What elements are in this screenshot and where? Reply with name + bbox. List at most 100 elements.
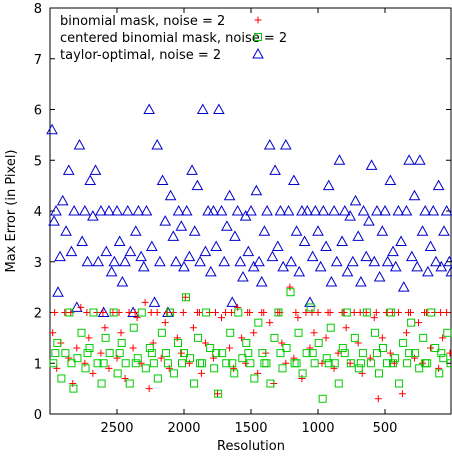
data-point-triangle: [151, 138, 164, 150]
data-point-triangle: [445, 265, 452, 277]
data-point-plus: [101, 324, 109, 332]
data-point-square: [113, 369, 122, 378]
data-point-plus: [189, 324, 197, 332]
data-point-triangle: [432, 179, 445, 191]
data-point-square: [378, 344, 387, 353]
data-point-plus: [209, 354, 217, 362]
data-point-triangle: [46, 123, 58, 135]
data-point-plus: [324, 309, 332, 316]
data-point-square: [298, 369, 307, 378]
data-point-square: [242, 338, 251, 347]
x-axis-title: Resolution: [217, 439, 285, 454]
data-point-plus: [228, 309, 236, 316]
data-point-triangle: [100, 245, 113, 257]
data-point-plus: [161, 319, 169, 327]
data-point-plus: [443, 309, 451, 316]
data-point-square: [266, 379, 275, 388]
data-point-triangle: [84, 174, 97, 186]
data-point-square: [65, 308, 74, 317]
data-point-square: [169, 369, 178, 378]
data-point-triangle: [438, 225, 450, 236]
data-point-square: [354, 364, 363, 373]
data-point-triangle: [62, 164, 75, 175]
data-point-triangle: [413, 154, 426, 165]
data-point-triangle: [296, 204, 308, 216]
data-point-plus: [69, 380, 77, 388]
data-point-plus: [398, 390, 406, 398]
data-point-plus: [230, 364, 238, 372]
data-point-square: [202, 308, 211, 317]
data-point-triangle: [400, 204, 413, 216]
data-point-triangle: [178, 260, 190, 272]
data-point-triangle: [317, 204, 330, 216]
data-point-square: [399, 338, 408, 347]
data-point-triangle: [188, 225, 201, 236]
axes: 0 1 2 3 4 5 6 7 8 2500 2000 1500 1000 500: [34, 2, 452, 436]
data-point-triangle: [381, 255, 394, 267]
legend-label-taylor-optimal: taylor-optimal, noise = 2: [60, 48, 221, 63]
data-point-triangle: [202, 204, 214, 216]
data-point-triangle: [424, 240, 437, 252]
data-point-square: [137, 308, 146, 317]
data-point-triangle: [349, 194, 362, 206]
data-point-triangle: [242, 245, 255, 257]
data-point-square: [250, 374, 259, 383]
data-marks: [46, 103, 452, 403]
data-point-triangle: [73, 138, 86, 150]
data-point-plus: [374, 395, 382, 403]
data-point-square: [350, 333, 359, 342]
data-point-square: [334, 379, 343, 388]
data-point-square: [157, 328, 166, 337]
data-point-plus: [260, 309, 268, 316]
data-point-plus: [147, 309, 155, 316]
data-point-plus: [97, 349, 105, 357]
data-point-square: [121, 359, 130, 368]
data-point-triangle: [135, 250, 147, 262]
data-point-plus: [302, 309, 310, 316]
data-point-triangle: [263, 138, 276, 150]
data-point-triangle: [164, 189, 177, 201]
data-point-plus: [314, 309, 322, 316]
data-point-square: [115, 349, 124, 358]
data-point-square: [234, 308, 243, 317]
data-point-triangle: [207, 204, 220, 216]
legend-label-centered-binomial: centered binomial mask, noise = 2: [60, 31, 287, 46]
data-point-triangle: [408, 189, 421, 201]
data-point-square: [238, 354, 247, 363]
data-point-triangle: [199, 245, 212, 257]
data-point-plus: [342, 324, 350, 332]
data-point-square: [258, 349, 267, 358]
y-axis-title: Max Error (in Pixel): [4, 149, 19, 272]
data-point-plus: [121, 374, 129, 382]
data-point-square: [165, 308, 174, 317]
data-point-square: [314, 338, 323, 347]
data-point-triangle: [89, 164, 102, 175]
data-point-plus: [250, 329, 258, 337]
data-point-triangle: [405, 250, 418, 262]
data-point-plus: [318, 359, 326, 367]
data-point-square: [372, 349, 381, 358]
data-point-square: [77, 328, 86, 337]
data-point-plus: [201, 339, 209, 347]
data-point-plus: [292, 309, 300, 316]
data-point-triangle: [121, 204, 134, 216]
data-point-square: [212, 349, 221, 358]
data-point-plus: [266, 319, 274, 327]
data-point-plus: [278, 339, 286, 347]
data-point-square: [194, 333, 203, 342]
data-point-triangle: [48, 215, 60, 226]
data-point-plus: [370, 314, 378, 322]
data-point-triangle: [411, 260, 424, 272]
data-point-triangle: [282, 204, 295, 216]
data-point-square: [260, 359, 269, 368]
data-point-plus: [83, 309, 91, 316]
data-point-square: [342, 308, 351, 317]
data-point-plus: [145, 385, 153, 393]
data-point-square: [101, 333, 110, 342]
data-point-triangle: [314, 260, 327, 272]
data-point-triangle: [124, 245, 137, 257]
data-point-plus: [177, 349, 185, 357]
data-point-triangle: [156, 174, 169, 186]
data-point-triangle: [389, 260, 402, 272]
data-point-plus: [334, 349, 342, 357]
